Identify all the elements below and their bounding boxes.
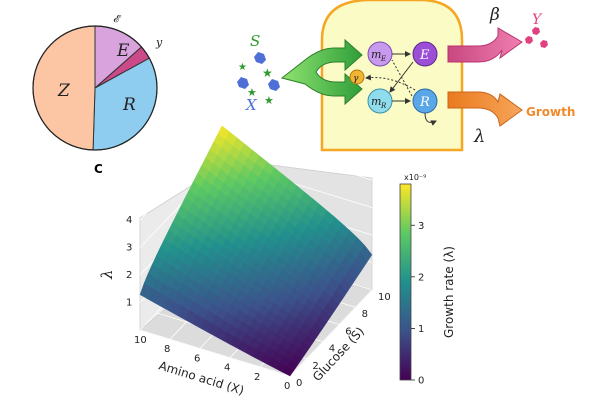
pie-label-script-e: 𝓔 — [113, 14, 122, 25]
svg-text:R: R — [380, 102, 387, 110]
svg-text:E: E — [419, 48, 430, 63]
colorbar-label: Growth rate (λ) — [442, 246, 456, 338]
floor-gridline — [289, 289, 373, 377]
svg-text:★: ★ — [264, 94, 274, 107]
colorbar-tick-label: 1 — [418, 324, 424, 335]
z-tick-label: 1 — [126, 298, 132, 309]
x-tick-label: 6 — [194, 353, 200, 364]
svg-text:★: ★ — [262, 66, 273, 80]
node-gamma — [349, 69, 365, 85]
colorbar-ticks: 0 1 2 3 — [411, 221, 424, 387]
pie-label-y: y — [155, 36, 163, 49]
x-axis-label: Amino acid (X) — [157, 358, 246, 397]
svg-text:★: ★ — [247, 86, 257, 99]
z-tick-label: 2 — [126, 270, 132, 281]
colorbar-tick-label: 0 — [418, 376, 424, 387]
nutrient-molecules: ★ ★ ★ ★ — [237, 52, 280, 107]
x-tick-label: 10 — [134, 335, 147, 346]
label-beta: β — [489, 5, 500, 25]
pie-label-e: E — [116, 41, 130, 61]
label-lambda: λ — [473, 126, 485, 147]
z-axis-label: λ — [98, 269, 116, 280]
panel-label-c: C — [94, 162, 103, 176]
svg-text:m: m — [371, 95, 381, 108]
svg-text:γ: γ — [353, 74, 359, 84]
svg-text:E: E — [380, 55, 386, 63]
input-label-s: S — [250, 32, 260, 50]
y-tick-label: 8 — [362, 309, 368, 320]
colorbar-scale: x10⁻⁹ — [404, 173, 426, 182]
y-tick-label: 0 — [296, 378, 302, 389]
x-axis-ticks: 10 8 6 4 2 0 — [134, 335, 290, 392]
svg-text:★: ★ — [238, 62, 247, 73]
colorbar-tick-label: 2 — [418, 272, 424, 283]
y-tick-label: 6 — [345, 326, 351, 337]
pie-label-r: R — [122, 95, 136, 115]
input-label-x: X — [245, 96, 258, 114]
x-tick-label: 8 — [164, 344, 170, 355]
pie-label-z: Z — [57, 81, 71, 101]
pie-slices — [32, 25, 158, 151]
x-tick-label: 2 — [254, 372, 260, 383]
surface-patch — [282, 365, 295, 377]
product-arrow — [447, 27, 523, 63]
product-molecules — [525, 27, 548, 48]
uptake-arrow — [280, 38, 363, 106]
z-axis-ticks: 1 2 3 4 — [126, 215, 132, 309]
label-growth: Growth — [526, 105, 575, 119]
svg-text:R: R — [419, 95, 430, 110]
colorbar-tick-label: 3 — [418, 221, 424, 232]
z-tick-label: 3 — [126, 243, 132, 254]
floor-gridline — [139, 329, 291, 377]
growth-arrow — [447, 91, 523, 127]
y-tick-label: 4 — [329, 344, 335, 355]
svg-text:m: m — [371, 48, 381, 61]
node-e — [412, 41, 438, 67]
y-tick-label: 2 — [312, 361, 318, 372]
y-tick-label: 10 — [378, 292, 391, 303]
surface-mesh — [139, 125, 373, 377]
x-tick-label: 4 — [224, 363, 230, 374]
z-tick-label: 4 — [126, 215, 132, 226]
x-tick-label: 0 — [284, 381, 290, 392]
colorbar — [399, 183, 412, 381]
label-y-output: Y — [532, 12, 543, 28]
